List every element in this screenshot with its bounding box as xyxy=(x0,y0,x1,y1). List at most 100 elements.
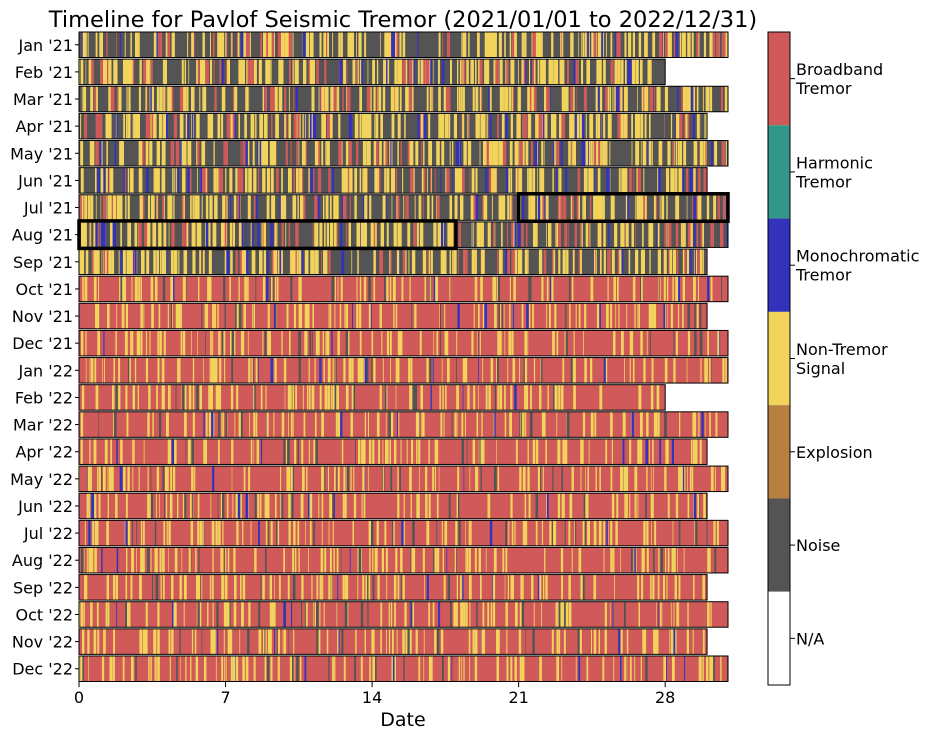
class-stripe xyxy=(428,113,431,139)
class-stripe xyxy=(468,113,470,139)
class-stripe xyxy=(559,167,562,194)
class-stripe xyxy=(314,140,319,167)
class-stripe xyxy=(211,411,213,438)
month-row: Jul '21 xyxy=(23,194,729,221)
class-stripe xyxy=(709,411,711,438)
class-stripe xyxy=(597,59,599,85)
class-stripe xyxy=(196,574,198,601)
class-stripe xyxy=(224,547,227,573)
class-stripe xyxy=(396,249,399,275)
class-stripe xyxy=(649,438,650,465)
class-stripe xyxy=(288,167,290,194)
class-stripe xyxy=(373,276,374,302)
class-stripe xyxy=(515,601,518,628)
class-stripe xyxy=(702,86,704,112)
class-stripe xyxy=(349,547,351,573)
class-stripe xyxy=(418,655,421,682)
class-stripe xyxy=(188,438,191,465)
class-stripe xyxy=(292,547,295,573)
class-stripe xyxy=(585,113,587,139)
class-stripe xyxy=(660,547,663,573)
class-stripe xyxy=(260,249,263,275)
class-stripe xyxy=(380,601,382,628)
class-stripe xyxy=(357,574,359,601)
class-stripe xyxy=(212,601,214,628)
class-stripe xyxy=(446,547,448,573)
class-stripe xyxy=(118,86,122,112)
class-stripe xyxy=(223,140,225,167)
class-stripe xyxy=(461,438,464,465)
class-stripe xyxy=(132,113,134,139)
class-stripe xyxy=(96,86,98,112)
class-stripe xyxy=(213,167,217,194)
class-stripe xyxy=(209,357,211,384)
class-stripe xyxy=(687,303,690,329)
class-stripe xyxy=(348,221,351,248)
class-stripe xyxy=(181,221,186,248)
class-stripe xyxy=(324,32,326,58)
class-stripe xyxy=(281,330,283,356)
class-stripe xyxy=(372,655,375,682)
class-stripe xyxy=(225,655,227,682)
class-stripe xyxy=(151,194,155,221)
class-stripe xyxy=(398,249,400,275)
class-stripe xyxy=(192,249,196,275)
class-stripe xyxy=(278,59,282,85)
class-stripe xyxy=(376,86,379,112)
class-stripe xyxy=(634,303,636,329)
class-stripe xyxy=(599,466,601,492)
class-stripe xyxy=(392,276,396,302)
class-stripe xyxy=(571,194,574,221)
class-stripe xyxy=(640,140,642,167)
class-stripe xyxy=(116,601,118,628)
row-label: Jun '22 xyxy=(17,497,73,516)
class-stripe xyxy=(142,547,145,573)
class-stripe xyxy=(181,574,183,601)
class-stripe xyxy=(537,32,541,58)
class-stripe xyxy=(128,520,131,546)
row-label: Aug '22 xyxy=(12,551,73,570)
class-stripe xyxy=(509,140,513,167)
class-stripe xyxy=(91,221,92,248)
class-stripe xyxy=(478,303,480,329)
class-stripe xyxy=(640,330,643,356)
dominant-segment xyxy=(79,330,728,356)
class-stripe xyxy=(641,86,645,112)
class-stripe xyxy=(496,628,498,655)
class-stripe xyxy=(580,249,582,275)
class-stripe xyxy=(470,59,472,85)
class-stripe xyxy=(83,221,87,248)
class-stripe xyxy=(185,655,187,682)
class-stripe xyxy=(621,59,624,85)
class-stripe xyxy=(667,194,668,221)
class-stripe xyxy=(111,438,112,465)
class-stripe xyxy=(231,32,233,58)
class-stripe xyxy=(163,221,167,248)
class-stripe xyxy=(127,221,131,248)
class-stripe xyxy=(640,655,642,682)
class-stripe xyxy=(395,86,399,112)
class-stripe xyxy=(581,59,584,85)
class-stripe xyxy=(561,113,566,139)
row-label: Dec '21 xyxy=(12,334,73,353)
class-stripe xyxy=(701,221,704,248)
class-stripe xyxy=(185,113,188,139)
class-stripe xyxy=(685,113,688,139)
class-stripe xyxy=(191,466,194,492)
class-stripe xyxy=(408,86,410,112)
class-stripe xyxy=(513,249,518,275)
class-stripe xyxy=(583,86,587,112)
class-stripe xyxy=(177,357,179,384)
class-stripe xyxy=(676,601,679,628)
row-label: Mar '22 xyxy=(13,416,73,435)
class-stripe xyxy=(210,32,211,58)
class-stripe xyxy=(169,86,173,112)
class-stripe xyxy=(478,330,480,356)
class-stripe xyxy=(334,194,338,221)
class-stripe xyxy=(471,167,475,194)
class-stripe xyxy=(641,276,643,302)
class-stripe xyxy=(226,113,231,139)
class-stripe xyxy=(162,59,166,85)
dominant-segment xyxy=(79,303,708,329)
class-stripe xyxy=(676,276,679,302)
